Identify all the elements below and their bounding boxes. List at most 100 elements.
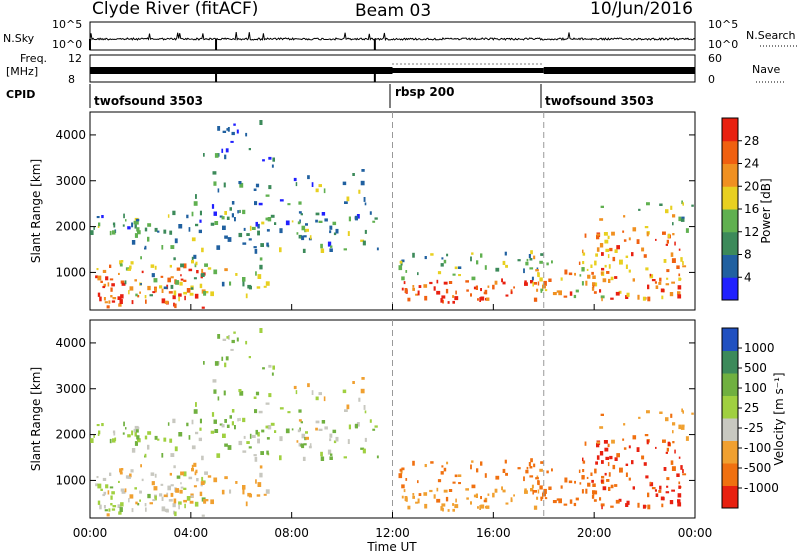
power-cell: [207, 267, 212, 270]
power-cell: [563, 295, 568, 298]
velocity-cell: [323, 396, 326, 402]
power-cell: [558, 290, 562, 296]
power-cell: [110, 295, 113, 298]
power-cell: [279, 247, 282, 253]
power-cell: [591, 286, 595, 291]
noise-sky-trace: [89, 32, 696, 50]
power-cell: [486, 297, 490, 301]
velocity-cell: [117, 504, 122, 508]
power-cell: [300, 213, 303, 216]
power-cell: [320, 243, 323, 249]
power-cell: [203, 153, 205, 157]
power-cell: [254, 201, 258, 206]
velocity-cell: [526, 466, 529, 470]
power-cell: [647, 296, 651, 302]
velocity-cell: [130, 469, 134, 473]
power-cell: [122, 224, 125, 227]
power-cell: [193, 254, 197, 259]
velocity-cell: [229, 415, 232, 419]
velocity-cell: [676, 473, 680, 477]
velocity-cell: [258, 410, 263, 414]
power-cell: [610, 276, 614, 281]
velocity-cell: [196, 478, 199, 482]
power-cell: [318, 220, 323, 223]
velocity-cell: [189, 500, 194, 504]
power-cell: [266, 242, 269, 247]
freq-right-tick-top: 60: [708, 52, 722, 65]
power-cell: [179, 281, 183, 286]
power-cell: [651, 279, 656, 282]
velocity-cell: [129, 473, 132, 478]
power-cell: [320, 248, 325, 253]
power-cell: [216, 245, 221, 250]
velocity-cell: [452, 503, 455, 506]
power-cell: [221, 281, 225, 287]
power-cell: [191, 260, 194, 264]
velocity-cell: [195, 402, 197, 407]
power-cell: [659, 277, 662, 282]
power-cell: [129, 265, 132, 270]
velocity-cell: [118, 511, 122, 515]
velocity-cell: [157, 438, 160, 441]
velocity-cell: [330, 453, 333, 456]
velocity-cell: [188, 435, 191, 440]
power-cell: [172, 295, 176, 300]
velocity-colorbar-tick-label: -25: [744, 421, 764, 435]
velocity-cell: [137, 502, 140, 506]
velocity-cell: [590, 472, 593, 476]
power-cell: [536, 288, 539, 292]
velocity-cell: [602, 486, 607, 491]
power-cell: [174, 238, 178, 244]
power-cell: [225, 148, 229, 153]
power-cell: [136, 218, 140, 222]
power-cell: [628, 237, 631, 241]
velocity-cell: [231, 421, 234, 426]
power-cell: [96, 268, 99, 271]
power-cell: [144, 245, 147, 250]
velocity-cell: [168, 499, 173, 502]
power-cell: [195, 223, 199, 227]
power-cell: [302, 248, 306, 253]
power-cell: [222, 130, 227, 133]
velocity-cell: [539, 468, 543, 472]
power-cell: [466, 289, 469, 292]
y-tick-label: 2000: [55, 220, 86, 234]
power-cell: [440, 263, 444, 267]
velocity-cell: [364, 410, 367, 414]
power-cell: [178, 297, 180, 302]
power-cell: [233, 123, 236, 126]
power-cell: [354, 215, 358, 221]
velocity-cell: [121, 490, 126, 494]
velocity-cell: [445, 496, 449, 502]
power-cell: [669, 292, 674, 297]
velocity-cell: [599, 497, 602, 501]
power-cell: [666, 277, 669, 280]
power-cell: [360, 239, 365, 242]
velocity-cell: [671, 489, 675, 492]
power-cell: [526, 258, 529, 262]
power-cell: [97, 292, 101, 297]
y-tick-label: 3000: [55, 174, 86, 188]
power-cell: [268, 156, 272, 160]
velocity-cell: [666, 477, 670, 481]
power-cell: [548, 278, 552, 282]
velocity-cell: [265, 489, 270, 494]
power-cell: [437, 271, 442, 275]
velocity-cell: [660, 496, 665, 501]
power-cell: [265, 194, 270, 197]
power-cell: [665, 209, 669, 214]
velocity-cell: [659, 411, 663, 414]
velocity-cell: [604, 447, 609, 452]
velocity-cell: [134, 432, 137, 437]
velocity-cell: [494, 488, 498, 493]
power-cell: [452, 300, 455, 304]
velocity-cell: [599, 451, 604, 456]
power-cell: [211, 204, 215, 209]
power-cell: [622, 230, 625, 233]
velocity-cell: [305, 436, 309, 440]
velocity-cell: [167, 422, 170, 426]
power-cell: [677, 291, 681, 295]
velocity-cell: [637, 502, 640, 508]
velocity-ylabel: Slant Range [km]: [29, 367, 43, 471]
power-cell: [109, 264, 112, 268]
